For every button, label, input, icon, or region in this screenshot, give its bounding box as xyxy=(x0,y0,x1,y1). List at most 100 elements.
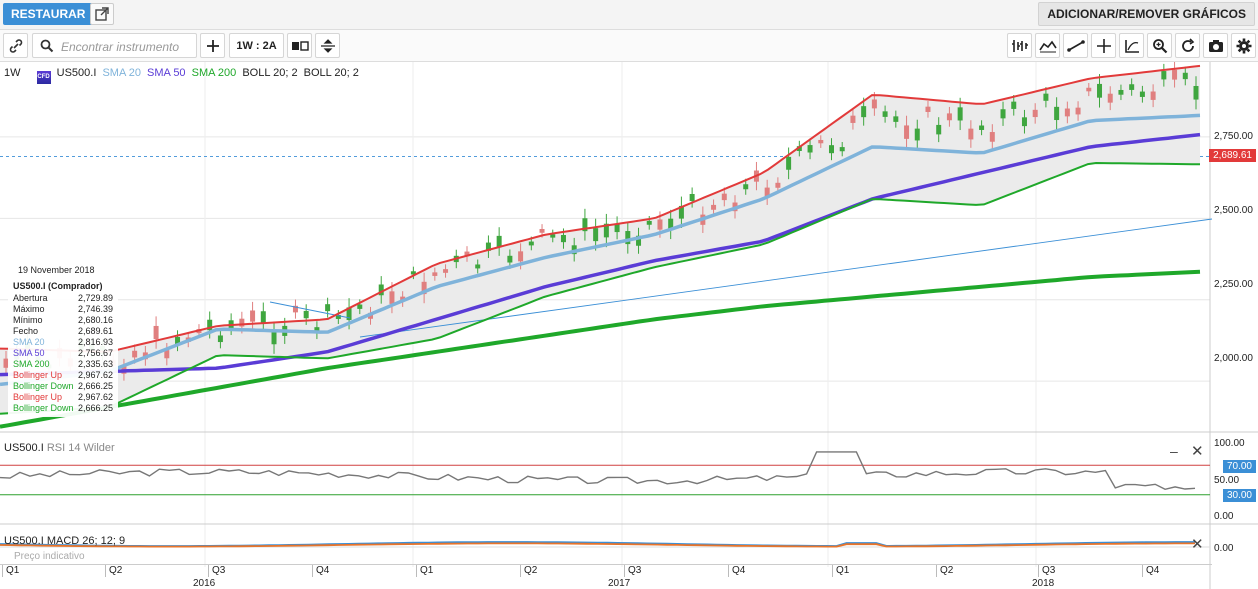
cfd-badge: CFD xyxy=(36,71,51,84)
sma50-line xyxy=(0,132,1201,377)
popout-icon[interactable] xyxy=(90,3,114,25)
zoom-icon[interactable] xyxy=(1147,33,1172,58)
candle-body xyxy=(839,147,845,152)
candle-body xyxy=(1182,72,1188,80)
info-row-label: Bollinger Up xyxy=(13,370,63,380)
candle-body xyxy=(1172,69,1178,80)
candle-body xyxy=(325,304,331,312)
candle-body xyxy=(893,116,899,122)
refresh-icon[interactable] xyxy=(1175,33,1200,58)
info-row-label: Bollinger Down xyxy=(13,403,74,413)
compare-icon[interactable] xyxy=(287,33,312,58)
candle-body xyxy=(1054,106,1060,121)
macd-title: MACD 26; 12; 9 xyxy=(46,535,126,547)
candle-body xyxy=(989,132,995,142)
bar-type-icon[interactable] xyxy=(1007,33,1032,58)
candle-body xyxy=(250,310,256,322)
candle-body xyxy=(550,234,556,238)
candle-body xyxy=(850,115,856,123)
top-bar: RESTAURAR ADICIONAR/REMOVER GRÁFICOS xyxy=(0,0,1258,30)
quarter-label: Q1 xyxy=(416,565,433,577)
candle-body xyxy=(743,184,749,190)
price-tick: 2,500.00 xyxy=(1214,205,1253,216)
price-chart[interactable] xyxy=(0,62,1258,589)
legend-symbol[interactable]: US500.I xyxy=(56,67,97,79)
info-row-label: SMA 20 xyxy=(13,337,45,347)
restore-button[interactable]: RESTAURAR xyxy=(3,3,94,25)
rsi-minimize-icon[interactable]: – xyxy=(1170,443,1178,459)
legend-sma20[interactable]: SMA 20 xyxy=(102,67,141,79)
info-row-value: 2,680.16 xyxy=(77,315,113,325)
candle-body xyxy=(292,305,298,313)
camera-icon[interactable] xyxy=(1203,33,1228,58)
candle-body xyxy=(711,204,717,210)
candle-body xyxy=(464,251,470,257)
legend-boll-1[interactable]: BOLL 20; 2 xyxy=(242,67,298,79)
candle-body xyxy=(957,107,963,121)
candle-body xyxy=(539,229,545,233)
bollinger-band-area xyxy=(0,65,1200,414)
rsi-tick: 100.00 xyxy=(1214,438,1245,449)
candle-body xyxy=(625,231,631,245)
candle-body xyxy=(646,220,652,225)
split-icon[interactable] xyxy=(315,33,340,58)
candle-body xyxy=(1139,91,1145,97)
candle-body xyxy=(904,125,910,139)
rsi-panel xyxy=(0,451,1210,496)
rsi-low-tag: 30.00 xyxy=(1222,489,1256,502)
candle-body xyxy=(882,111,888,117)
candle-body xyxy=(164,350,170,359)
chart-toolbar: Encontrar instrumento 1W : 2A xyxy=(0,30,1258,62)
macd-close-icon[interactable]: ✕ xyxy=(1191,536,1204,553)
year-label: 2017 xyxy=(608,578,631,589)
candle-body xyxy=(207,319,213,331)
rsi-tick: 50.00 xyxy=(1214,475,1240,486)
legend-sma50[interactable]: SMA 50 xyxy=(147,67,186,79)
info-row-value: 2,335.63 xyxy=(77,359,113,369)
draw-line-icon[interactable] xyxy=(1063,33,1088,58)
candle-body xyxy=(485,242,491,251)
add-remove-charts-button[interactable]: ADICIONAR/REMOVER GRÁFICOS xyxy=(1038,2,1255,26)
quarter-label: Q4 xyxy=(1142,565,1159,577)
bollinger-down-line xyxy=(0,161,1201,415)
price-tick: 2,750.00 xyxy=(1214,131,1253,142)
link-icon[interactable] xyxy=(3,33,28,58)
info-row: SMA 20 2,816.93 xyxy=(13,337,113,348)
legend-boll-2[interactable]: BOLL 20; 2 xyxy=(303,67,359,79)
candle-body xyxy=(818,139,824,144)
candle-body xyxy=(828,145,834,154)
add-instrument-button[interactable] xyxy=(200,33,225,58)
info-title: US500.I (Comprador) xyxy=(13,281,103,291)
rsi-line xyxy=(0,451,1196,491)
candle-body xyxy=(1193,85,1199,100)
candle-body xyxy=(861,106,867,118)
legend-sma200[interactable]: SMA 200 xyxy=(191,67,237,79)
candle-body xyxy=(1043,93,1049,101)
info-row: Mínimo 2,680.16 xyxy=(13,315,113,326)
candle-body xyxy=(668,218,674,231)
indicators-icon[interactable] xyxy=(1035,33,1060,58)
quarter-label: Q2 xyxy=(936,565,953,577)
instrument-search-input[interactable]: Encontrar instrumento xyxy=(32,33,197,58)
last-price-tag: 2,689.61 xyxy=(1209,149,1256,162)
candle-body xyxy=(1097,83,1103,98)
crosshair-icon[interactable] xyxy=(1091,33,1116,58)
price-tick: 2,250.00 xyxy=(1214,279,1253,290)
candle-body xyxy=(914,128,920,141)
candle-body xyxy=(357,304,363,309)
candle-body xyxy=(1129,84,1135,90)
candle-body xyxy=(775,182,781,188)
axis-icon[interactable] xyxy=(1119,33,1144,58)
macd-tick: 0.00 xyxy=(1214,543,1234,554)
macd-symbol: US500.I xyxy=(4,535,44,547)
candle-body xyxy=(153,325,159,340)
candle-body xyxy=(1075,107,1081,115)
info-row: SMA 200 2,335.63 xyxy=(13,359,113,370)
candle-body xyxy=(796,146,802,151)
rsi-close-icon[interactable]: ✕ xyxy=(1191,443,1204,460)
timeframe-button[interactable]: 1W : 2A xyxy=(229,33,284,58)
quarter-label: Q2 xyxy=(520,565,537,577)
candle-body xyxy=(636,235,642,246)
settings-icon[interactable] xyxy=(1231,33,1256,58)
candle-body xyxy=(764,187,770,198)
